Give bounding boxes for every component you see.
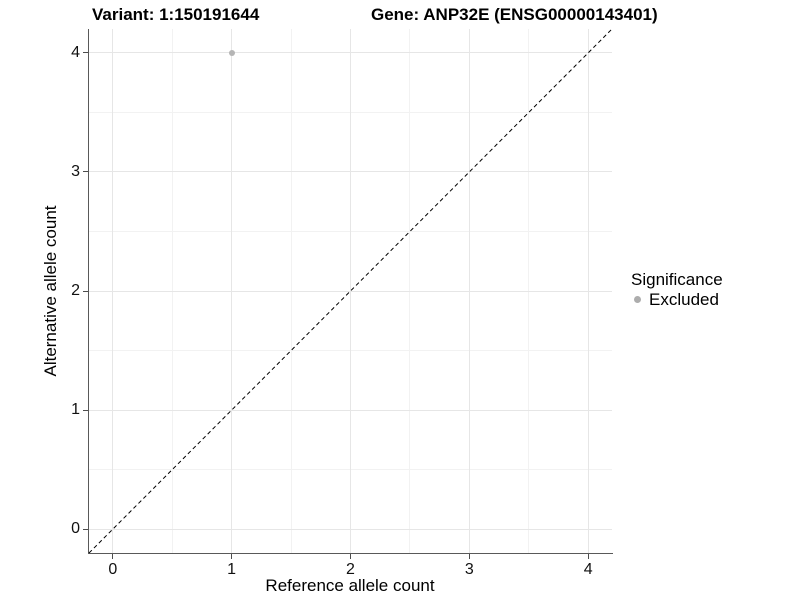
x-tick-mark: [231, 554, 233, 559]
major-gridline-y: [89, 171, 612, 173]
y-tick-label: 4: [71, 43, 80, 61]
plot-panel: 0 1 2 3 4 0 1 2 3 4: [71, 28, 613, 578]
major-gridline-y: [89, 409, 612, 411]
y-tick-label: 1: [71, 401, 80, 419]
x-tick-label: 3: [464, 561, 474, 578]
variant-title: Variant: 1:150191644: [92, 5, 260, 24]
gene-title: Gene: ANP32E (ENSG00000143401): [371, 5, 658, 24]
x-tick-mark: [112, 554, 114, 559]
x-tick-label: 1: [227, 561, 237, 578]
y-tick-mark: [83, 52, 88, 54]
y-tick-label: 2: [71, 282, 80, 299]
y-tick-label: 0: [71, 520, 80, 538]
y-tick-mark: [83, 290, 88, 292]
legend-title: Significance: [631, 270, 723, 289]
y-tick-mark: [83, 171, 88, 173]
y-tick-mark: [83, 409, 88, 411]
excluded-dot-icon: [634, 296, 641, 303]
x-axis-line: [88, 553, 613, 554]
x-tick-label: 4: [583, 561, 593, 578]
x-tick-mark: [587, 554, 589, 559]
x-tick-mark: [468, 554, 470, 559]
identity-line-layer: [88, 28, 613, 554]
data-point: [228, 49, 235, 56]
major-gridline-y: [89, 52, 612, 54]
x-tick-label: 0: [108, 561, 118, 578]
x-axis-title: Reference allele count: [265, 576, 435, 595]
legend: Significance Excluded: [631, 271, 723, 308]
major-gridline-y: [89, 528, 612, 530]
y-axis-line: [88, 29, 89, 554]
legend-entry-excluded: Excluded: [631, 291, 723, 308]
y-tick-mark: [83, 528, 88, 530]
y-tick-label: 3: [71, 162, 80, 180]
identity-line: [88, 28, 613, 554]
major-gridline-y: [89, 290, 612, 292]
legend-entry-label: Excluded: [649, 290, 719, 309]
x-tick-label: 2: [346, 561, 355, 578]
x-tick-mark: [350, 554, 351, 559]
y-axis-title: Alternative allele count: [41, 205, 60, 377]
